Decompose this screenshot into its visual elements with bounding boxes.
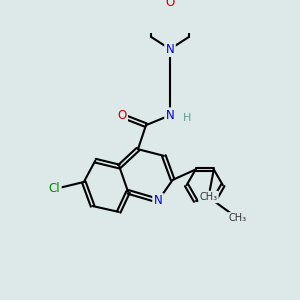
Text: N: N: [154, 194, 162, 207]
Text: N: N: [166, 109, 174, 122]
Text: CH₃: CH₃: [200, 192, 217, 202]
Text: O: O: [165, 0, 175, 9]
Text: O: O: [117, 109, 127, 122]
Text: CH₃: CH₃: [229, 213, 247, 223]
Text: H: H: [182, 113, 191, 123]
Text: N: N: [166, 43, 174, 56]
Text: Cl: Cl: [49, 182, 60, 195]
